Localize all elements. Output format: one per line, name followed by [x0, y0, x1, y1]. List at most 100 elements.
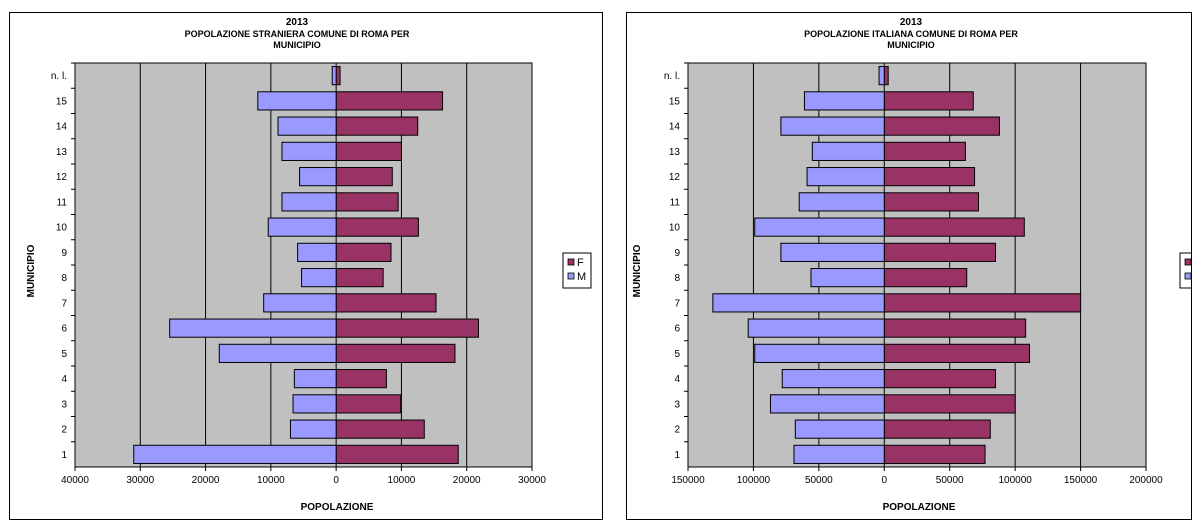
bar-f-municipio-10: [883, 217, 1025, 237]
bar-m-municipio-4: [781, 369, 885, 389]
bar-m-municipio-11: [798, 192, 885, 212]
chart-subtitle-line-1: POPOLAZIONE ITALIANA COMUNE DI ROMA PER: [804, 29, 1018, 39]
y-axis-label: MUNICIPIO: [632, 244, 643, 297]
y-tick-label: 7: [674, 298, 680, 309]
y-tick-label: 3: [674, 399, 680, 410]
x-tick-label: 40000: [61, 475, 89, 486]
legend: FM: [562, 252, 592, 289]
bar-f-municipio-nl: [335, 66, 341, 86]
bar-f-municipio-15: [883, 91, 974, 111]
x-tick-label: 100000: [737, 475, 771, 486]
x-tick-label: 0: [882, 475, 888, 486]
bar-m-municipio-3: [769, 394, 885, 414]
chart-italian-population-svg: 2013 POPOLAZIONE ITALIANA COMUNE DI ROMA…: [632, 17, 1191, 513]
y-tick-label: 14: [669, 122, 681, 133]
bar-m-municipio-7: [263, 293, 337, 313]
y-tick-label: 11: [57, 197, 68, 208]
chart-italian-population: 2013 POPOLAZIONE ITALIANA COMUNE DI ROMA…: [626, 12, 1192, 520]
y-tick-label: 6: [674, 324, 680, 335]
legend-box: [1179, 252, 1191, 289]
bar-f-municipio-5: [335, 343, 456, 363]
y-tick-label: 9: [674, 248, 680, 259]
legend-swatch-f: [1184, 258, 1191, 266]
x-tick-label: 150000: [671, 475, 705, 486]
x-tick-label: 20000: [453, 475, 481, 486]
bar-f-municipio-11: [883, 192, 980, 212]
y-tick-label: 11: [670, 197, 681, 208]
y-tick-label: 9: [61, 248, 67, 259]
x-axis-label: POPOLAZIONE: [883, 502, 956, 513]
bar-m-municipio-7: [712, 293, 885, 313]
x-tick-label: 100000: [998, 475, 1032, 486]
chart-foreign-population: 2013 POPOLAZIONE STRANIERA COMUNE DI ROM…: [9, 12, 603, 520]
chart-subtitle-line-2: MUNICIPIO: [887, 40, 935, 50]
bar-m-municipio-nl: [878, 66, 885, 86]
bar-m-municipio-14: [780, 116, 885, 136]
bar-f-municipio-14: [335, 116, 419, 136]
bar-m-municipio-11: [281, 192, 337, 212]
y-tick-label: 5: [61, 349, 67, 360]
bar-m-municipio-15: [803, 91, 885, 111]
chart-subtitle-line-2: MUNICIPIO: [273, 40, 321, 50]
bar-m-municipio-3: [292, 394, 337, 414]
bar-f-municipio-13: [883, 141, 966, 161]
y-tick-label: 2: [61, 425, 67, 436]
bar-m-municipio-1: [793, 444, 885, 464]
bar-m-municipio-1: [133, 444, 337, 464]
legend-label-m: M: [577, 271, 586, 283]
bar-m-municipio-12: [299, 167, 337, 187]
bar-m-municipio-9: [297, 242, 337, 262]
legend-label-f: F: [577, 257, 584, 269]
bar-f-municipio-11: [335, 192, 399, 212]
bar-f-municipio-8: [335, 268, 384, 288]
bar-f-municipio-13: [335, 141, 402, 161]
y-tick-label: 12: [669, 172, 681, 183]
plot-border: [687, 62, 1147, 468]
y-tick-label: 10: [56, 223, 68, 234]
x-tick-label: 30000: [126, 475, 154, 486]
y-tick-label: 14: [56, 122, 68, 133]
y-tick-label: 10: [669, 223, 681, 234]
bar-m-municipio-5: [218, 343, 337, 363]
bar-f-municipio-1: [335, 444, 459, 464]
x-tick-label: 30000: [518, 475, 546, 486]
bar-m-municipio-2: [289, 419, 337, 439]
x-tick-label: 200000: [1129, 475, 1163, 486]
bar-f-municipio-5: [883, 343, 1031, 363]
y-tick-label: 13: [56, 147, 68, 158]
x-axis-label: POPOLAZIONE: [301, 502, 374, 513]
bar-f-municipio-4: [883, 369, 997, 389]
x-tick-label: 20000: [192, 475, 220, 486]
bar-f-municipio-2: [883, 419, 991, 439]
chart-subtitle-line-1: POPOLAZIONE STRANIERA COMUNE DI ROMA PER: [185, 29, 410, 39]
bar-f-municipio-9: [883, 242, 997, 262]
bar-f-municipio-3: [335, 394, 402, 414]
y-tick-label: 4: [674, 374, 680, 385]
x-tick-label: 10000: [388, 475, 416, 486]
bar-m-municipio-14: [277, 116, 337, 136]
bar-m-municipio-8: [301, 268, 337, 288]
y-tick-label: 3: [61, 399, 67, 410]
legend-swatch-m: [567, 272, 575, 280]
bar-m-municipio-13: [811, 141, 885, 161]
legend-swatch-f: [567, 258, 575, 266]
y-tick-label: 8: [61, 273, 67, 284]
bar-f-municipio-6: [883, 318, 1027, 338]
bar-m-municipio-8: [810, 268, 885, 288]
plot-border: [74, 62, 533, 468]
bar-f-municipio-2: [335, 419, 425, 439]
y-tick-label: 5: [674, 349, 680, 360]
y-tick-label: 1: [61, 450, 67, 461]
y-tick-label: n. l.: [51, 71, 67, 82]
y-tick-label: 6: [61, 324, 67, 335]
y-tick-label: 12: [56, 172, 68, 183]
bar-f-municipio-4: [335, 369, 387, 389]
bar-f-municipio-14: [883, 116, 1000, 136]
bar-m-municipio-9: [780, 242, 885, 262]
bar-f-municipio-8: [883, 268, 968, 288]
y-tick-label: 15: [56, 96, 68, 107]
bar-m-municipio-5: [754, 343, 885, 363]
y-tick-label: n. l.: [664, 71, 680, 82]
bar-m-municipio-6: [747, 318, 885, 338]
y-tick-label: 2: [674, 425, 680, 436]
